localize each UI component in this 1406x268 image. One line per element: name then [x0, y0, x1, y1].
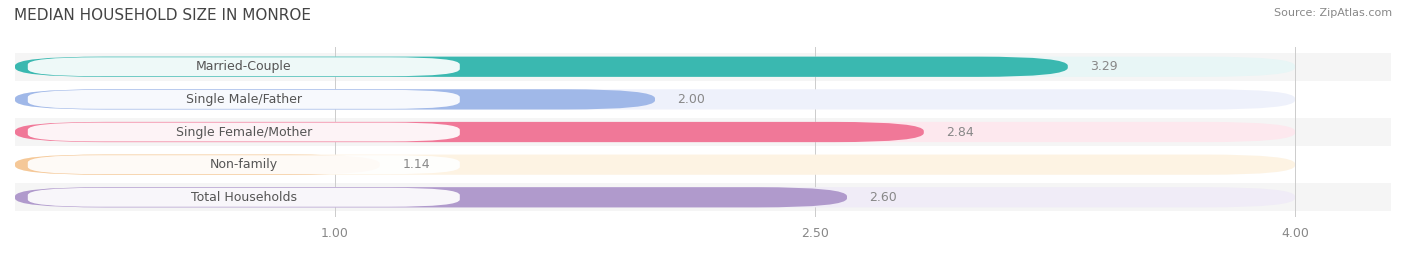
FancyBboxPatch shape: [15, 187, 1295, 207]
FancyBboxPatch shape: [15, 118, 1391, 146]
FancyBboxPatch shape: [15, 187, 846, 207]
FancyBboxPatch shape: [15, 89, 1295, 110]
FancyBboxPatch shape: [15, 85, 1391, 113]
FancyBboxPatch shape: [28, 155, 460, 174]
FancyBboxPatch shape: [28, 188, 460, 207]
Text: 2.00: 2.00: [678, 93, 706, 106]
FancyBboxPatch shape: [15, 155, 380, 175]
Text: Total Households: Total Households: [191, 191, 297, 204]
Text: Single Female/Mother: Single Female/Mother: [176, 125, 312, 139]
FancyBboxPatch shape: [15, 122, 924, 142]
FancyBboxPatch shape: [15, 57, 1067, 77]
Text: Source: ZipAtlas.com: Source: ZipAtlas.com: [1274, 8, 1392, 18]
FancyBboxPatch shape: [15, 57, 1295, 77]
Text: 3.29: 3.29: [1090, 60, 1118, 73]
FancyBboxPatch shape: [15, 155, 1295, 175]
FancyBboxPatch shape: [15, 122, 1295, 142]
FancyBboxPatch shape: [15, 89, 655, 110]
Text: 2.84: 2.84: [946, 125, 974, 139]
Text: Single Male/Father: Single Male/Father: [186, 93, 302, 106]
FancyBboxPatch shape: [28, 57, 460, 76]
FancyBboxPatch shape: [28, 90, 460, 109]
Text: 1.14: 1.14: [402, 158, 430, 171]
FancyBboxPatch shape: [15, 53, 1391, 81]
Text: MEDIAN HOUSEHOLD SIZE IN MONROE: MEDIAN HOUSEHOLD SIZE IN MONROE: [14, 8, 311, 23]
Text: 2.60: 2.60: [869, 191, 897, 204]
FancyBboxPatch shape: [15, 183, 1391, 211]
Text: Married-Couple: Married-Couple: [195, 60, 291, 73]
FancyBboxPatch shape: [15, 151, 1391, 179]
FancyBboxPatch shape: [28, 122, 460, 142]
Text: Non-family: Non-family: [209, 158, 278, 171]
